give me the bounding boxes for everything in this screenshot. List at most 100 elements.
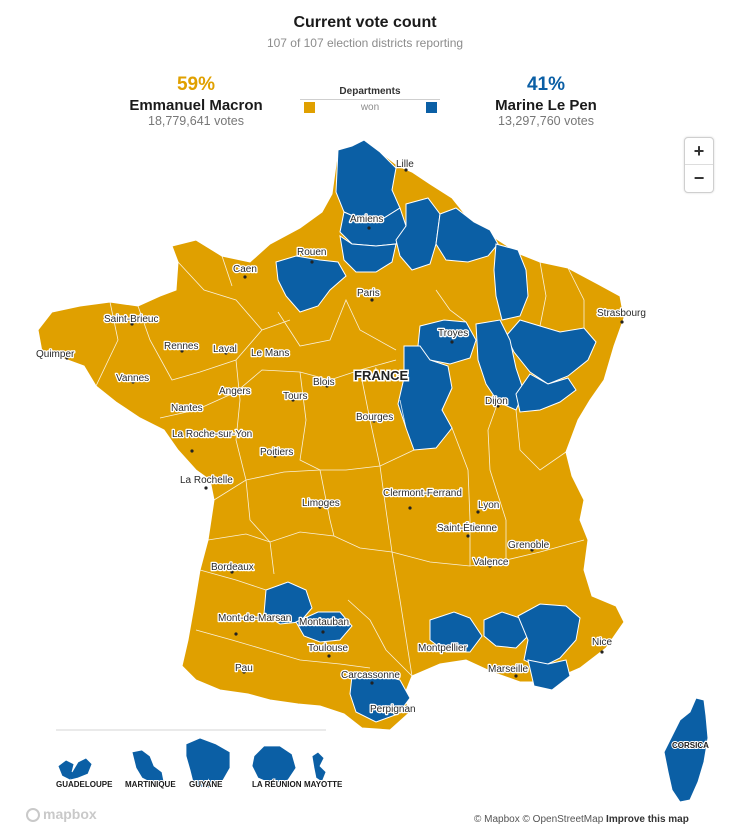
zoom-in-button[interactable]: + (693, 141, 705, 161)
city-clermont-ferrand: Clermont-Ferrand (382, 487, 463, 510)
mayotte (311, 751, 327, 783)
martinique (131, 749, 165, 785)
improve-map-link[interactable]: Improve this map (606, 814, 689, 825)
dept-aisne (395, 197, 441, 271)
city-caen: Caen (232, 263, 258, 279)
city-bordeaux: Bordeaux (210, 561, 255, 575)
svg-text:Mont-de-Marsan: Mont-de-Marsan (218, 613, 291, 624)
svg-text:Quimper: Quimper (36, 349, 75, 360)
mapbox-credit-link[interactable]: © Mapbox (474, 814, 520, 825)
department-borders (95, 239, 585, 677)
svg-text:GUYANE: GUYANE (189, 780, 223, 789)
svg-text:Grenoble: Grenoble (508, 540, 550, 551)
city-carcassonne: Carcassonne (340, 669, 402, 685)
city-pau: Pau (234, 662, 254, 676)
dept-gard (429, 611, 483, 653)
zoom-out-button[interactable]: − (693, 168, 705, 188)
svg-text:Pau: Pau (235, 663, 253, 674)
legend: Departments won (300, 86, 440, 120)
svg-text:Rouen: Rouen (297, 247, 326, 258)
city-perpignan: Perpignan (369, 703, 417, 717)
country-label: FRANCE (354, 368, 408, 383)
dept-meurthe-vosges (505, 319, 597, 385)
dept-meuse (493, 243, 529, 321)
candidate-le-pen: 41% Marine Le Pen 13,297,760 votes (446, 74, 646, 128)
svg-text:Saint-Étienne: Saint-Étienne (437, 521, 497, 534)
city-grenoble: Grenoble (507, 539, 551, 553)
svg-text:Bourges: Bourges (356, 412, 393, 423)
city-saint-brieuc: Saint-Brieuc (103, 313, 160, 327)
city-limoges: Limoges (301, 497, 341, 511)
city-marseille: Marseille (487, 663, 530, 678)
svg-text:Bordeaux: Bordeaux (211, 562, 254, 573)
candidate-macron: 59% Emmanuel Macron 18,779,641 votes (96, 74, 296, 128)
dept-bouches-du-rhone (527, 659, 571, 691)
svg-text:Dijon: Dijon (485, 396, 508, 407)
svg-text:Tours: Tours (283, 391, 307, 402)
svg-text:Lyon: Lyon (478, 500, 499, 511)
svg-text:Laval: Laval (213, 344, 237, 355)
svg-text:Saint-Brieuc: Saint-Brieuc (104, 314, 158, 325)
city-rennes: Rennes (163, 340, 200, 354)
city-rouen: Rouen (296, 246, 328, 264)
mainland-france[interactable] (37, 139, 625, 731)
reporting-status: 107 of 107 election districts reporting (266, 36, 464, 50)
dept-oise (339, 234, 397, 273)
city-amiens: Amiens (349, 213, 385, 230)
city-montauban: Montauban (298, 616, 350, 634)
svg-text:Paris: Paris (357, 288, 380, 299)
city-saint-etienne: Saint-Étienne (436, 520, 499, 538)
dept-ardennes (435, 207, 499, 263)
city-montpellier: Montpellier (417, 642, 469, 656)
city-labels: Lille Amiens Rouen Caen Paris Strasbourg… (35, 158, 648, 717)
le-pen-swatch (426, 102, 437, 113)
mapbox-logo-icon (26, 808, 40, 823)
city-angers: Angers (218, 385, 252, 399)
svg-text:Limoges: Limoges (302, 498, 340, 509)
svg-text:Perpignan: Perpignan (370, 704, 416, 715)
city-quimper: Quimper (35, 348, 77, 362)
city-paris: Paris (356, 287, 381, 302)
dept-tarn-et-garonne (295, 611, 353, 643)
svg-text:Poitiers: Poitiers (260, 447, 293, 458)
legend-title: Departments (339, 86, 401, 97)
dept-haute-saone (515, 373, 577, 413)
guyane (185, 737, 231, 789)
svg-text:Carcassonne: Carcassonne (341, 670, 400, 681)
svg-text:Lille: Lille (396, 159, 414, 170)
svg-text:Rennes: Rennes (164, 341, 198, 352)
city-poitiers: Poitiers (259, 446, 295, 460)
svg-text:Blois: Blois (313, 377, 335, 388)
overseas-insets[interactable] (57, 737, 327, 789)
overseas-labels: GUADELOUPE MARTINIQUE GUYANE LA RÉUNION … (55, 779, 344, 790)
svg-text:Vannes: Vannes (116, 373, 149, 384)
macron-percent: 59% (176, 74, 216, 95)
svg-text:Le Mans: Le Mans (251, 348, 289, 359)
le-pen-percent: 41% (526, 74, 566, 95)
header: Current vote count 107 of 107 election d… (0, 14, 730, 50)
zoom-divider (685, 164, 713, 165)
city-le-mans: Le Mans (250, 347, 291, 361)
city-laval: Laval (212, 343, 239, 357)
map-attribution: © Mapbox © OpenStreetMap Improve this ma… (474, 814, 689, 825)
city-tours: Tours (282, 390, 309, 404)
svg-text:Nice: Nice (592, 637, 612, 648)
svg-text:Amiens: Amiens (350, 214, 383, 225)
la-reunion (251, 745, 297, 785)
svg-text:Nantes: Nantes (171, 403, 203, 414)
city-nantes: Nantes (170, 402, 204, 416)
mapbox-logo[interactable]: mapbox (26, 806, 97, 823)
city-la-roche-sur-yon: La Roche-sur-Yon (171, 428, 254, 453)
svg-text:Strasbourg: Strasbourg (597, 308, 646, 319)
dept-pas-de-calais (335, 139, 401, 221)
svg-text:Toulouse: Toulouse (308, 643, 348, 654)
city-lyon: Lyon (476, 499, 501, 514)
lepen-departments[interactable] (263, 139, 597, 723)
le-pen-name: Marine Le Pen (495, 97, 597, 114)
corsica[interactable] (663, 697, 709, 803)
osm-credit-link[interactable]: © OpenStreetMap (522, 814, 604, 825)
city-dijon: Dijon (484, 395, 509, 409)
page-title: Current vote count (293, 14, 437, 31)
city-valence: Valence (472, 556, 510, 570)
